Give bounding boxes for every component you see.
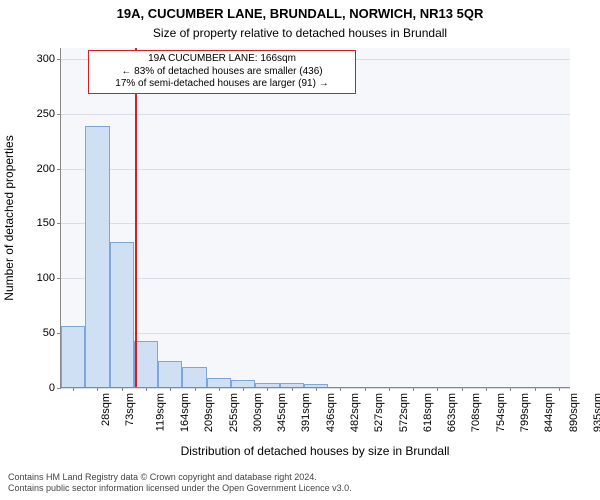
ytick-label: 50 xyxy=(43,327,55,339)
xtick-mark xyxy=(122,387,123,391)
xtick-mark xyxy=(413,387,414,391)
ytick-label: 300 xyxy=(37,53,55,65)
gridline xyxy=(61,278,570,279)
ytick-mark xyxy=(57,59,61,60)
histogram-bar xyxy=(182,367,206,387)
xtick-label: 572sqm xyxy=(398,393,410,432)
xtick-label: 890sqm xyxy=(568,393,580,432)
histogram-bar xyxy=(134,341,158,387)
xtick-mark xyxy=(316,387,317,391)
histogram-bar xyxy=(231,380,255,387)
xtick-label: 618sqm xyxy=(422,393,434,432)
xtick-mark xyxy=(559,387,560,391)
gridline xyxy=(61,114,570,115)
ytick-mark xyxy=(57,388,61,389)
xtick-mark xyxy=(219,387,220,391)
xtick-mark xyxy=(389,387,390,391)
callout-line: ← 83% of detached houses are smaller (43… xyxy=(93,66,351,79)
xtick-label: 391sqm xyxy=(301,393,313,432)
chart-title: 19A, CUCUMBER LANE, BRUNDALL, NORWICH, N… xyxy=(0,6,600,21)
xtick-label: 935sqm xyxy=(592,393,600,432)
xtick-label: 28sqm xyxy=(100,393,112,426)
x-axis-label: Distribution of detached houses by size … xyxy=(60,444,570,458)
xtick-label: 754sqm xyxy=(495,393,507,432)
attribution-footer: Contains HM Land Registry data © Crown c… xyxy=(8,472,352,494)
xtick-mark xyxy=(510,387,511,391)
xtick-label: 436sqm xyxy=(325,393,337,432)
plot-area: 05010015020025030028sqm73sqm119sqm164sqm… xyxy=(60,48,570,388)
xtick-label: 300sqm xyxy=(252,393,264,432)
xtick-mark xyxy=(535,387,536,391)
ytick-label: 0 xyxy=(49,382,55,394)
xtick-label: 255sqm xyxy=(228,393,240,432)
xtick-label: 482sqm xyxy=(349,393,361,432)
histogram-bar xyxy=(61,326,85,387)
xtick-label: 209sqm xyxy=(203,393,215,432)
histogram-bar xyxy=(158,361,182,387)
ytick-label: 250 xyxy=(37,108,55,120)
xtick-mark xyxy=(97,387,98,391)
histogram-bar xyxy=(110,242,134,387)
callout-line: 19A CUCUMBER LANE: 166sqm xyxy=(93,53,351,66)
xtick-label: 663sqm xyxy=(446,393,458,432)
xtick-label: 164sqm xyxy=(179,393,191,432)
xtick-mark xyxy=(243,387,244,391)
xtick-mark xyxy=(267,387,268,391)
y-axis-label: Number of detached properties xyxy=(2,135,16,300)
ytick-mark xyxy=(57,223,61,224)
xtick-label: 844sqm xyxy=(543,393,555,432)
marker-line xyxy=(135,48,137,387)
callout-box: 19A CUCUMBER LANE: 166sqm← 83% of detach… xyxy=(88,50,356,94)
callout-line: 17% of semi-detached houses are larger (… xyxy=(93,78,351,91)
ytick-mark xyxy=(57,169,61,170)
footer-line: Contains HM Land Registry data © Crown c… xyxy=(8,472,352,483)
xtick-mark xyxy=(486,387,487,391)
chart-subtitle: Size of property relative to detached ho… xyxy=(0,26,600,40)
plot-background xyxy=(61,48,570,387)
xtick-label: 345sqm xyxy=(276,393,288,432)
xtick-mark xyxy=(195,387,196,391)
xtick-label: 119sqm xyxy=(154,393,166,431)
xtick-label: 527sqm xyxy=(373,393,385,432)
ytick-mark xyxy=(57,114,61,115)
ytick-mark xyxy=(57,278,61,279)
xtick-mark xyxy=(292,387,293,391)
gridline xyxy=(61,333,570,334)
footer-line: Contains public sector information licen… xyxy=(8,483,352,494)
xtick-label: 73sqm xyxy=(124,393,136,426)
xtick-mark xyxy=(462,387,463,391)
xtick-mark xyxy=(170,387,171,391)
ytick-label: 150 xyxy=(37,217,55,229)
xtick-mark xyxy=(365,387,366,391)
histogram-bar xyxy=(207,378,231,387)
xtick-mark xyxy=(73,387,74,391)
xtick-mark xyxy=(437,387,438,391)
chart-container: 19A, CUCUMBER LANE, BRUNDALL, NORWICH, N… xyxy=(0,0,600,500)
histogram-bar xyxy=(85,126,109,387)
xtick-label: 708sqm xyxy=(471,393,483,432)
xtick-label: 799sqm xyxy=(519,393,531,432)
gridline xyxy=(61,169,570,170)
gridline xyxy=(61,223,570,224)
ytick-label: 200 xyxy=(37,163,55,175)
xtick-mark xyxy=(146,387,147,391)
ytick-label: 100 xyxy=(37,272,55,284)
xtick-mark xyxy=(340,387,341,391)
